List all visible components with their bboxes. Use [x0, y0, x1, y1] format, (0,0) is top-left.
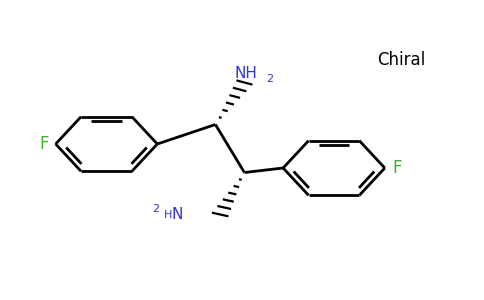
- Text: Chiral: Chiral: [378, 51, 426, 69]
- Text: N: N: [172, 207, 183, 222]
- Text: F: F: [392, 159, 402, 177]
- Text: 2: 2: [266, 74, 273, 85]
- Text: F: F: [39, 135, 48, 153]
- Text: NH: NH: [235, 66, 257, 81]
- Text: H: H: [164, 209, 172, 220]
- Text: 2: 2: [152, 203, 160, 214]
